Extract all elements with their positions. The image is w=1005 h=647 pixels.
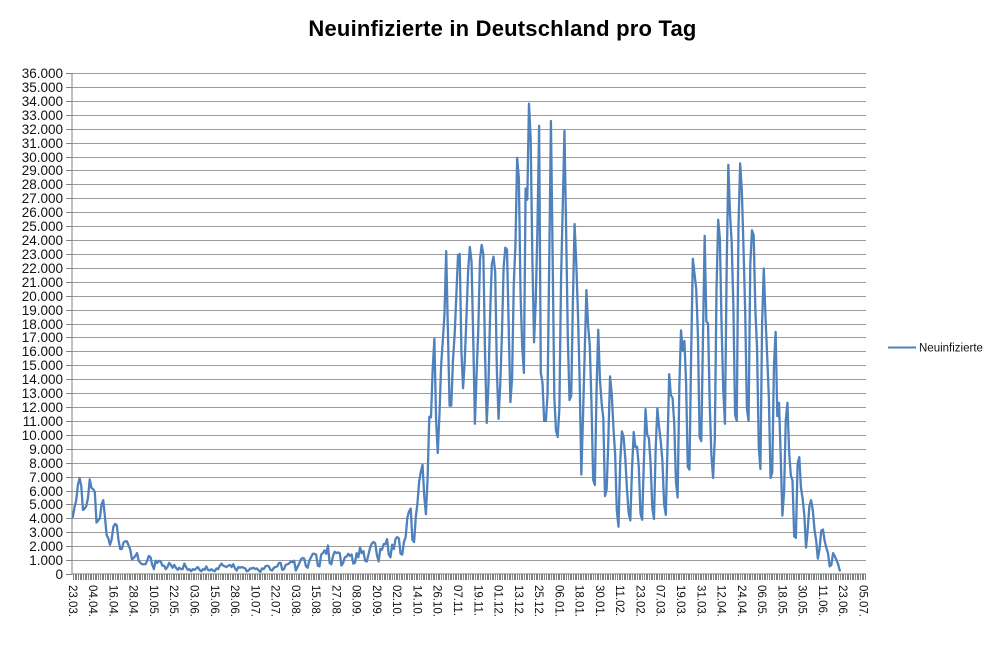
x-tick-label: 24.04. [735, 585, 747, 617]
y-tick-label: 23.000 [22, 247, 63, 262]
y-tick-label: 31.000 [22, 136, 63, 151]
x-tick-label: 28.04. [127, 585, 139, 617]
x-tick-label: 03.08. [289, 585, 301, 617]
x-tick-label: 07.03. [654, 585, 666, 617]
x-tick-label: 11.02. [613, 585, 625, 616]
x-tick-label: 16.04. [106, 585, 118, 617]
y-tick-label: 3.000 [29, 525, 63, 540]
chart-title: Neuinfizierte in Deutschland pro Tag [308, 16, 697, 41]
x-tick-label: 07.11. [451, 585, 463, 616]
y-tick-label: 14.000 [22, 372, 63, 387]
x-tick-label: 10.05. [147, 585, 159, 617]
x-tick-label: 23.02. [634, 585, 646, 617]
x-tick-label: 10.07. [248, 585, 260, 617]
x-tick-label: 06.05. [755, 585, 767, 617]
x-tick-label: 30.05. [796, 585, 808, 617]
y-tick-label: 17.000 [22, 330, 63, 345]
x-tick-label: 27.08. [329, 585, 341, 617]
x-tick-label: 11.06. [816, 585, 828, 616]
gridlines [72, 73, 866, 561]
y-tick-label: 2.000 [29, 539, 63, 554]
y-axis-ticks [66, 73, 72, 575]
y-tick-label: 11.000 [23, 414, 63, 429]
x-tick-label: 28.06. [228, 585, 240, 617]
y-tick-label: 15.000 [22, 358, 63, 373]
y-tick-label: 19.000 [22, 303, 63, 318]
y-tick-label: 32.000 [22, 122, 63, 137]
y-tick-label: 6.000 [29, 484, 63, 499]
x-tick-label: 22.07. [269, 585, 281, 617]
y-tick-label: 16.000 [22, 344, 63, 359]
series-line-neuinfizierte [71, 102, 841, 574]
x-tick-label: 08.09. [350, 585, 362, 617]
x-tick-label: 15.06. [208, 585, 220, 617]
x-tick-label: 18.01. [573, 585, 585, 617]
x-tick-label: 25.12. [532, 585, 544, 617]
x-tick-label: 20.09. [370, 585, 382, 617]
y-tick-label: 4.000 [29, 511, 63, 526]
x-tick-label: 30.01. [593, 585, 605, 617]
x-tick-label: 26.10. [431, 585, 443, 617]
x-tick-label: 15.08. [309, 585, 321, 617]
x-tick-label: 01.12. [492, 585, 504, 617]
x-tick-label: 04.04. [86, 585, 98, 617]
y-tick-label: 20.000 [22, 289, 63, 304]
y-tick-label: 0 [55, 567, 63, 582]
x-tick-label: 03.06. [188, 585, 200, 617]
y-tick-label: 22.000 [22, 261, 63, 276]
x-tick-label: 22.05. [167, 585, 179, 617]
x-axis-labels: 23.03. 04.04. 16.04. 28.04. 10.05. 22.05. 03.0… [66, 585, 869, 617]
y-tick-label: 29.000 [22, 163, 63, 178]
x-tick-label: 05.07. [857, 585, 869, 617]
y-tick-label: 8.000 [29, 456, 63, 471]
x-tick-label: 19.03. [674, 585, 686, 617]
y-tick-label: 21.000 [22, 275, 63, 290]
y-tick-label: 10.000 [22, 428, 63, 443]
y-tick-label: 26.000 [22, 205, 63, 220]
x-tick-label: 06.01. [552, 585, 564, 617]
y-tick-label: 28.000 [22, 177, 63, 192]
x-axis-tick-band [73, 574, 866, 580]
x-tick-label: 23.06. [836, 585, 848, 617]
x-tick-label: 02.10. [390, 585, 402, 617]
y-tick-label: 27.000 [22, 191, 63, 206]
y-tick-label: 34.000 [22, 94, 63, 109]
y-tick-label: 25.000 [22, 219, 63, 234]
x-tick-label: 23.03. [66, 585, 78, 617]
y-tick-label: 24.000 [22, 233, 63, 248]
y-tick-label: 18.000 [22, 317, 63, 332]
y-tick-label: 13.000 [22, 386, 63, 401]
x-tick-label: 18.05. [775, 585, 787, 617]
y-tick-label: 9.000 [29, 442, 63, 457]
y-tick-label: 12.000 [22, 400, 63, 415]
y-tick-label: 1.000 [29, 553, 63, 568]
y-tick-label: 33.000 [22, 108, 63, 123]
x-tick-label: 13.12. [512, 585, 524, 617]
x-tick-label: 31.03. [694, 585, 706, 617]
y-tick-label: 5.000 [29, 497, 63, 512]
y-tick-label: 7.000 [29, 470, 63, 485]
y-tick-label: 35.000 [22, 80, 63, 95]
x-tick-label: 14.10. [411, 585, 423, 617]
y-axis-labels: 36.00035.00034.00033.00032.00031.00030.0… [22, 66, 63, 582]
x-tick-label: 12.04. [715, 585, 727, 617]
y-tick-label: 36.000 [22, 66, 63, 81]
legend-label: Neuinfizierte [919, 343, 983, 355]
y-tick-label: 30.000 [22, 150, 63, 165]
legend: Neuinfizierte [888, 343, 983, 355]
x-tick-label: 19.11. [471, 585, 483, 616]
